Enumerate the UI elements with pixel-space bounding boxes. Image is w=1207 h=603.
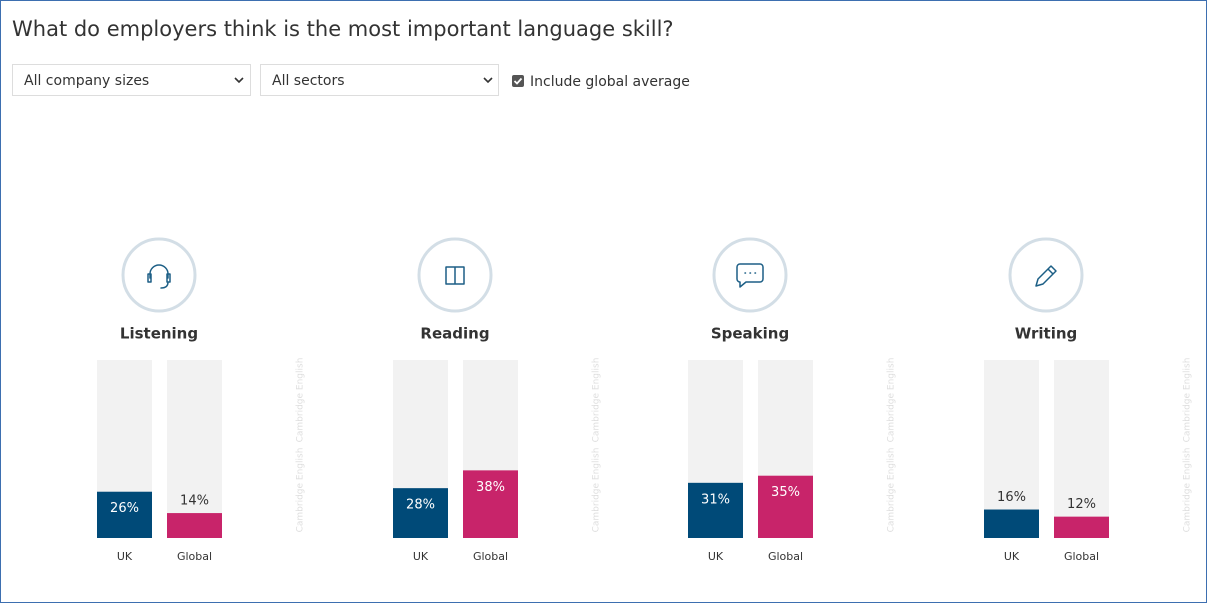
watermark: Cambridge English bbox=[296, 358, 306, 443]
chevron bbox=[483, 77, 493, 84]
value-label: 38% bbox=[476, 480, 505, 495]
bar bbox=[688, 482, 743, 538]
bar bbox=[984, 509, 1039, 538]
select-box[interactable] bbox=[12, 64, 251, 96]
company-size-select[interactable]: All company sizes bbox=[12, 64, 251, 96]
category-label: Global bbox=[1064, 550, 1099, 563]
category-label: Global bbox=[768, 550, 803, 563]
chart-title: Reading bbox=[420, 325, 489, 343]
value-label: 12% bbox=[1067, 497, 1096, 512]
value-label: 35% bbox=[771, 485, 800, 500]
global-checkbox[interactable]: Include global average bbox=[512, 74, 690, 90]
bar bbox=[758, 475, 813, 538]
bar-track bbox=[984, 360, 1039, 538]
value-label: 31% bbox=[701, 492, 730, 507]
watermark: Cambridge English bbox=[592, 448, 602, 533]
category-label: UK bbox=[117, 550, 133, 563]
chevron bbox=[234, 77, 244, 84]
category-label: UK bbox=[708, 550, 724, 563]
category-label: Global bbox=[473, 550, 508, 563]
watermark: Cambridge English bbox=[1183, 358, 1193, 443]
headset-icon bbox=[147, 264, 171, 289]
checkbox-box[interactable] bbox=[512, 75, 524, 87]
chart-title: Listening bbox=[120, 325, 198, 343]
bar bbox=[97, 491, 152, 538]
select-text[interactable]: All company sizes bbox=[24, 73, 149, 89]
chart-title: Writing bbox=[1015, 325, 1078, 343]
category-label: UK bbox=[1004, 550, 1020, 563]
value-label: 16% bbox=[997, 490, 1026, 505]
bar-track bbox=[167, 360, 222, 538]
speech-icon bbox=[736, 263, 764, 288]
checkbox-label[interactable]: Include global average bbox=[530, 74, 690, 90]
listening-icon bbox=[121, 237, 197, 313]
sector-select[interactable]: All sectors bbox=[260, 64, 499, 96]
icon-ring bbox=[121, 237, 197, 313]
reading-icon bbox=[417, 237, 493, 313]
bar-track bbox=[1054, 360, 1109, 538]
watermark: Cambridge English bbox=[1183, 448, 1193, 533]
writing-icon bbox=[1008, 237, 1084, 313]
bar bbox=[167, 513, 222, 538]
bar bbox=[1054, 516, 1109, 538]
chart-title: Speaking bbox=[711, 325, 789, 343]
pencil-icon bbox=[1035, 265, 1057, 287]
select-box[interactable] bbox=[260, 64, 499, 96]
speaking-icon bbox=[712, 237, 788, 313]
value-label: 14% bbox=[180, 494, 209, 509]
bar bbox=[463, 470, 518, 538]
watermark: Cambridge English bbox=[887, 358, 897, 443]
bar bbox=[393, 488, 448, 538]
icon-ring bbox=[1008, 237, 1084, 313]
select-text[interactable]: All sectors bbox=[272, 73, 345, 89]
watermark: Cambridge English bbox=[296, 448, 306, 533]
checkmark[interactable] bbox=[513, 77, 523, 85]
watermark: Cambridge English bbox=[592, 358, 602, 443]
book-icon bbox=[445, 266, 465, 285]
category-label: Global bbox=[177, 550, 212, 563]
page-title: What do employers think is the most impo… bbox=[12, 17, 674, 41]
watermark: Cambridge English bbox=[887, 448, 897, 533]
value-label: 28% bbox=[406, 498, 435, 513]
value-label: 26% bbox=[110, 501, 139, 516]
icon-ring bbox=[712, 237, 788, 313]
category-label: UK bbox=[413, 550, 429, 563]
